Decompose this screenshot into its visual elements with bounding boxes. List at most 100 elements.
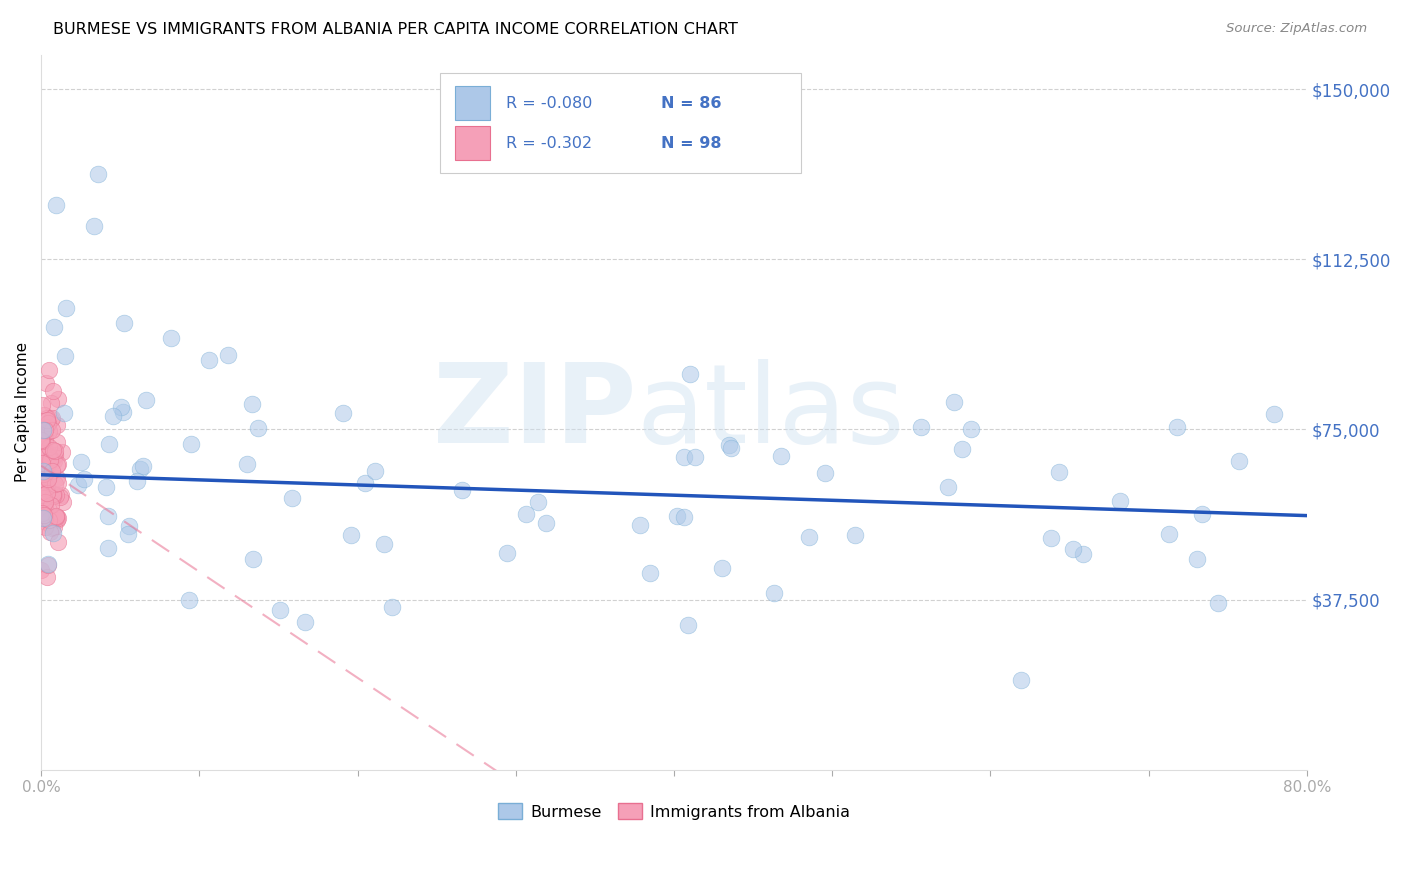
Point [814,466,837,480]
Point [217,348,239,362]
Point [950,442,973,456]
Point [41,521,63,535]
Point [37,413,59,427]
Point [45,508,67,523]
Point [42,453,65,467]
Text: ZIP: ZIP [433,359,636,466]
Point [179,593,201,607]
Point [44,444,66,458]
Point [32,458,55,472]
Point [364,464,387,478]
Point [42,384,65,398]
Point [125,474,148,488]
Point [242,551,264,566]
Point [30,563,52,577]
Point [536,516,558,531]
Point [51,444,73,458]
Point [31,511,53,525]
Point [30,433,52,447]
Point [38,363,60,377]
Point [683,450,706,464]
Point [628,518,651,533]
Point [242,397,264,411]
Point [49,490,72,504]
Point [39,396,62,410]
Point [51,488,73,502]
Point [42,487,65,501]
Point [32,465,55,479]
Point [1227,454,1250,468]
Point [34,427,56,442]
Point [31,424,53,438]
Point [45,198,67,212]
Point [281,491,304,505]
Point [34,506,56,520]
Point [31,475,53,489]
Text: atlas: atlas [636,359,904,466]
Point [1166,420,1188,434]
Point [34,423,56,437]
Point [38,513,60,527]
Point [46,476,69,491]
Point [44,488,66,502]
Point [35,570,58,584]
Point [672,509,695,524]
Point [32,408,55,422]
Point [960,422,983,436]
Point [35,515,58,529]
Point [37,558,59,572]
Point [45,471,67,485]
Point [34,520,56,534]
Point [132,459,155,474]
Point [1191,507,1213,521]
Point [41,411,63,425]
Point [1109,494,1132,508]
Point [1062,541,1084,556]
Point [673,450,696,464]
Point [340,528,363,542]
Text: R = -0.302: R = -0.302 [506,136,592,151]
Point [32,467,55,481]
Point [66,478,89,492]
Point [46,458,69,473]
Point [1185,552,1208,566]
Point [55,301,77,316]
Point [32,467,55,481]
Point [37,446,59,460]
Point [1206,596,1229,610]
Point [42,489,65,503]
Point [35,376,58,391]
Point [247,420,270,434]
Point [34,470,56,484]
Point [38,440,60,454]
Point [31,458,53,472]
Point [1263,407,1285,421]
Point [37,416,59,430]
Point [679,367,702,381]
Point [39,453,62,467]
Point [711,561,734,575]
Point [34,434,56,448]
Text: R = -0.080: R = -0.080 [506,95,592,111]
Point [31,423,53,437]
Point [31,398,53,412]
Point [34,497,56,511]
Point [42,450,65,465]
Point [34,495,56,509]
Point [39,412,62,426]
Point [37,457,59,471]
Point [910,420,932,434]
Point [37,417,59,432]
Point [117,526,139,541]
Point [46,511,69,525]
Point [31,468,53,483]
Text: BURMESE VS IMMIGRANTS FROM ALBANIA PER CAPITA INCOME CORRELATION CHART: BURMESE VS IMMIGRANTS FROM ALBANIA PER C… [53,22,738,37]
Point [527,494,550,508]
Point [34,510,56,524]
Point [46,509,69,524]
Point [42,319,65,334]
Point [31,464,53,478]
Point [110,400,132,414]
Point [936,480,959,494]
Point [32,508,55,523]
